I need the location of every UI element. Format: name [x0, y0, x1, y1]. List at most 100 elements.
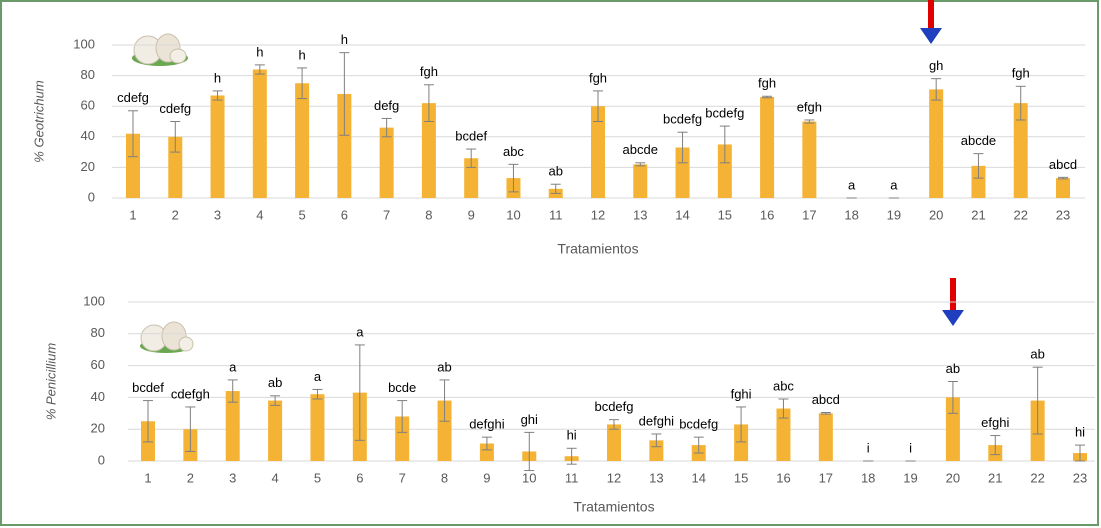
- x-axis-title: Tratamientos: [557, 241, 638, 257]
- x-tick-label: 17: [819, 470, 833, 485]
- significance-letter: bcdefg: [705, 106, 744, 121]
- y-tick-label: 60: [81, 98, 95, 113]
- x-tick-label: 3: [214, 207, 221, 222]
- significance-letter: bcde: [388, 380, 416, 395]
- x-tick-label: 8: [425, 207, 432, 222]
- bar: [929, 89, 943, 198]
- bar: [380, 128, 394, 198]
- bar: [760, 97, 774, 198]
- x-tick-label: 1: [144, 470, 151, 485]
- x-tick-label: 22: [1030, 470, 1044, 485]
- figure: 020406080100% GeotrichumTratamientos1cde…: [0, 0, 1101, 528]
- x-tick-label: 21: [988, 470, 1002, 485]
- x-tick-label: 5: [314, 470, 321, 485]
- x-tick-label: 18: [861, 470, 875, 485]
- x-tick-label: 2: [172, 207, 179, 222]
- x-tick-label: 16: [760, 207, 774, 222]
- significance-letter: fghi: [731, 386, 752, 401]
- x-tick-label: 22: [1013, 207, 1027, 222]
- bar: [253, 69, 267, 198]
- x-tick-label: 13: [633, 207, 647, 222]
- y-tick-label: 20: [91, 421, 105, 436]
- x-tick-label: 9: [468, 207, 475, 222]
- bar: [607, 424, 621, 461]
- x-tick-label: 3: [229, 470, 236, 485]
- x-tick-label: 8: [441, 470, 448, 485]
- significance-letter: abcde: [623, 142, 658, 157]
- significance-letter: h: [341, 32, 348, 47]
- significance-letter: h: [214, 70, 221, 85]
- y-axis-title: % Penicillium: [43, 343, 58, 420]
- bar: [1056, 178, 1070, 198]
- significance-letter: a: [314, 369, 322, 384]
- significance-letter: efghi: [981, 415, 1009, 430]
- bar: [211, 95, 225, 198]
- x-tick-label: 15: [734, 470, 748, 485]
- significance-letter: defghi: [469, 417, 505, 432]
- y-tick-label: 0: [88, 189, 95, 204]
- x-tick-label: 19: [887, 207, 901, 222]
- x-tick-label: 6: [341, 207, 348, 222]
- significance-letter: hi: [567, 428, 577, 443]
- x-tick-label: 11: [549, 207, 563, 222]
- significance-letter: a: [890, 177, 898, 192]
- x-tick-label: 23: [1073, 470, 1087, 485]
- x-tick-label: 17: [802, 207, 816, 222]
- frame: [1, 1, 1098, 525]
- x-tick-label: 19: [903, 470, 917, 485]
- significance-letter: defg: [374, 98, 399, 113]
- y-tick-label: 60: [91, 357, 105, 372]
- significance-letter: hi: [1075, 425, 1085, 440]
- significance-letter: ab: [1030, 347, 1044, 362]
- bar: [310, 394, 324, 461]
- x-tick-label: 15: [718, 207, 732, 222]
- x-tick-label: 20: [929, 207, 943, 222]
- significance-letter: cdefgh: [171, 386, 210, 401]
- significance-letter: abcde: [961, 133, 996, 148]
- significance-letter: efgh: [797, 99, 822, 114]
- x-tick-label: 2: [187, 470, 194, 485]
- x-tick-label: 4: [271, 470, 278, 485]
- y-tick-label: 40: [81, 128, 95, 143]
- y-tick-label: 100: [73, 36, 95, 51]
- bar: [295, 83, 309, 198]
- significance-letter: abcd: [1049, 157, 1077, 172]
- significance-letter: abcd: [812, 392, 840, 407]
- significance-letter: fgh: [758, 76, 776, 91]
- significance-letter: bcdefg: [663, 112, 702, 127]
- bar: [633, 164, 647, 198]
- x-tick-label: 16: [776, 470, 790, 485]
- significance-letter: ab: [268, 375, 282, 390]
- significance-letter: fgh: [589, 70, 607, 85]
- x-tick-label: 21: [971, 207, 985, 222]
- x-tick-label: 4: [256, 207, 263, 222]
- x-tick-label: 18: [844, 207, 858, 222]
- significance-letter: fgh: [1012, 66, 1030, 81]
- bar: [819, 413, 833, 461]
- x-tick-label: 1: [129, 207, 136, 222]
- x-tick-label: 7: [383, 207, 390, 222]
- x-tick-label: 23: [1056, 207, 1070, 222]
- x-tick-label: 7: [399, 470, 406, 485]
- bar: [802, 122, 816, 199]
- significance-letter: ab: [437, 359, 451, 374]
- x-axis-title: Tratamientos: [573, 499, 654, 515]
- y-tick-label: 100: [83, 293, 105, 308]
- significance-letter: h: [298, 47, 305, 62]
- significance-letter: gh: [929, 58, 943, 73]
- significance-letter: a: [229, 359, 237, 374]
- x-tick-label: 14: [691, 470, 705, 485]
- significance-letter: abc: [503, 144, 524, 159]
- significance-letter: bcdef: [455, 128, 487, 143]
- significance-letter: i: [909, 440, 912, 455]
- y-axis-title: % Geotrichum: [31, 80, 46, 163]
- significance-letter: a: [848, 177, 856, 192]
- y-tick-label: 0: [98, 452, 105, 467]
- significance-letter: cdefg: [117, 90, 149, 105]
- significance-letter: h: [256, 44, 263, 59]
- significance-letter: cdefg: [159, 101, 191, 116]
- x-tick-label: 14: [675, 207, 689, 222]
- significance-letter: a: [356, 324, 364, 339]
- significance-letter: fgh: [420, 64, 438, 79]
- x-tick-label: 10: [506, 207, 520, 222]
